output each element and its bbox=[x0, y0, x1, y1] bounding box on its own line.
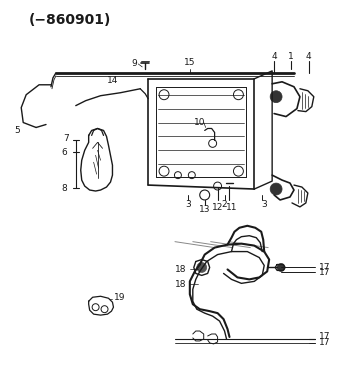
Circle shape bbox=[197, 263, 207, 272]
Text: 14: 14 bbox=[107, 76, 118, 85]
Text: 3: 3 bbox=[261, 201, 267, 210]
Text: 7: 7 bbox=[63, 134, 69, 143]
Text: 4: 4 bbox=[271, 52, 277, 61]
Text: 6: 6 bbox=[61, 148, 67, 157]
Text: 18: 18 bbox=[175, 265, 187, 274]
Text: 17: 17 bbox=[319, 268, 330, 277]
Text: 17: 17 bbox=[319, 338, 330, 347]
Text: 9: 9 bbox=[131, 59, 137, 68]
Text: 2: 2 bbox=[222, 201, 227, 210]
Text: 10: 10 bbox=[194, 118, 206, 127]
Text: 4: 4 bbox=[306, 52, 312, 61]
Circle shape bbox=[270, 183, 282, 195]
Text: 18: 18 bbox=[175, 280, 187, 289]
Text: 11: 11 bbox=[226, 203, 237, 212]
Circle shape bbox=[277, 263, 285, 272]
Text: 13: 13 bbox=[199, 205, 211, 215]
Circle shape bbox=[270, 91, 282, 103]
Text: 1: 1 bbox=[288, 52, 294, 61]
Text: 3: 3 bbox=[185, 201, 191, 210]
Text: 5: 5 bbox=[15, 126, 20, 135]
Text: 12: 12 bbox=[212, 203, 223, 212]
Text: (−860901): (−860901) bbox=[29, 13, 112, 27]
Text: 17: 17 bbox=[319, 263, 330, 272]
Text: 19: 19 bbox=[114, 293, 125, 302]
Text: 15: 15 bbox=[184, 59, 196, 68]
Text: 8: 8 bbox=[61, 184, 67, 192]
Text: 17: 17 bbox=[319, 333, 330, 341]
